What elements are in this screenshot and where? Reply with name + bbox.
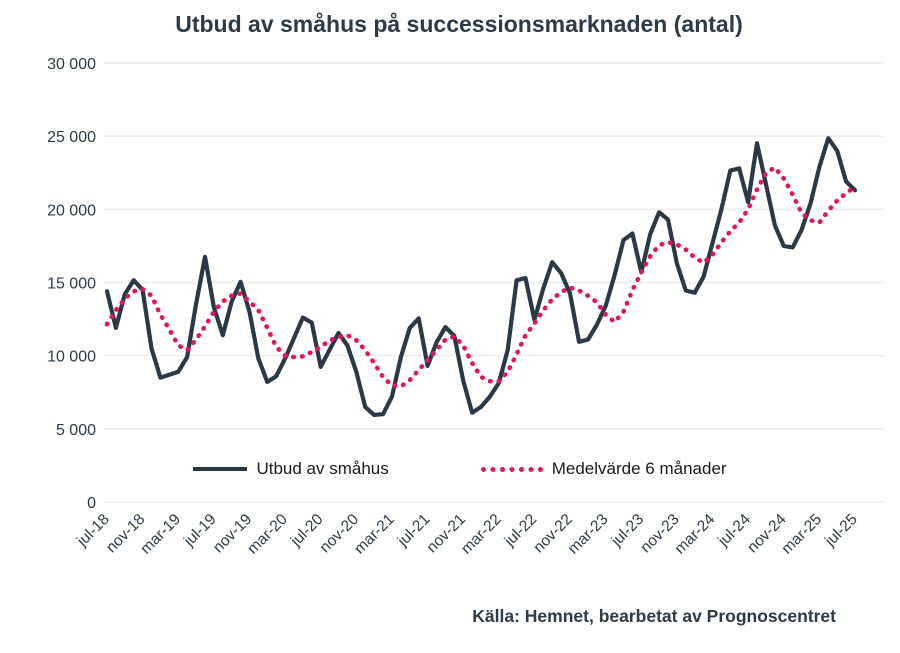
x-tick-label: mar-25	[778, 511, 825, 558]
legend-label-utbud: Utbud av småhus	[256, 459, 389, 478]
chart-title: Utbud av småhus på successionsmarknaden …	[175, 11, 743, 37]
y-tick-label: 0	[87, 495, 96, 512]
x-tick-label: mar-22	[458, 511, 505, 558]
medelvarde-line	[104, 165, 858, 389]
x-tick-label: mar-19	[137, 511, 184, 558]
medelvarde-dotted-swatch	[480, 466, 543, 472]
y-tick-label: 15 000	[47, 276, 96, 293]
x-tick-label: jul-25	[821, 511, 861, 551]
source-caption: Källa: Hemnet, bearbetat av Prognoscentr…	[472, 606, 836, 626]
legend-item-medelvarde: Medelvärde 6 månader	[480, 459, 727, 479]
y-tick-label: 25 000	[47, 129, 96, 146]
y-tick-label: 30 000	[47, 56, 96, 73]
y-tick-label: 5 000	[56, 422, 96, 439]
x-tick-label: mar-24	[672, 511, 719, 558]
legend-item-utbud: Utbud av småhus	[193, 459, 389, 479]
y-tick-label: 20 000	[47, 202, 96, 219]
x-tick-label: mar-23	[565, 511, 612, 558]
y-tick-label: 10 000	[47, 349, 96, 366]
utbud-line-swatch	[193, 467, 248, 471]
chart-legend: Utbud av småhus Medelvärde 6 månader	[10, 459, 900, 479]
x-tick-label: mar-20	[244, 511, 291, 558]
legend-label-medelvarde: Medelvärde 6 månader	[551, 459, 727, 478]
utbud-line	[104, 136, 858, 417]
x-tick-label: mar-21	[351, 511, 398, 558]
